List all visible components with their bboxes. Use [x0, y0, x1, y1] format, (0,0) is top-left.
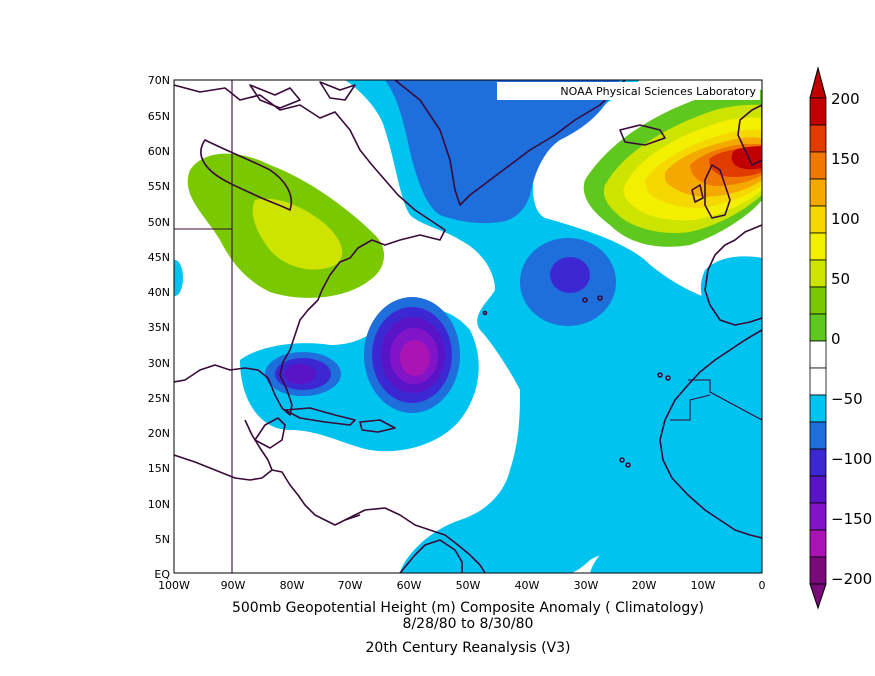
lon-label: 70W	[338, 579, 363, 592]
colorbar-segment	[809, 97, 827, 126]
figure-title: 500mb Geopotential Height (m) Composite …	[232, 600, 704, 656]
colorbar-segment	[809, 151, 827, 180]
colorbar	[809, 66, 827, 610]
colorbar-segment	[809, 394, 827, 423]
title-line-3: 20th Century Reanalysis (V3)	[366, 640, 571, 656]
colorbar-label: 50	[831, 270, 850, 288]
colorbar-segment	[809, 421, 827, 450]
colorbar-segment	[809, 178, 827, 207]
title-line-1: 500mb Geopotential Height (m) Composite …	[232, 600, 704, 616]
lon-label: 100W	[158, 579, 190, 592]
lon-label: 20W	[632, 579, 657, 592]
contour-fields	[174, 80, 762, 573]
lat-label: 20N	[148, 427, 170, 440]
colorbar-segment	[809, 313, 827, 342]
colorbar-label: −150	[831, 510, 872, 528]
colorbar-segment	[809, 340, 827, 369]
lat-label: 50N	[148, 216, 170, 229]
borders	[174, 80, 762, 573]
lon-label: 90W	[221, 579, 246, 592]
lon-label: 60W	[397, 579, 422, 592]
lat-label: 15N	[148, 462, 170, 475]
credit-box	[497, 82, 760, 100]
colorbar-segment	[809, 448, 827, 477]
title-line-2: 8/28/80 to 8/30/80	[403, 616, 534, 632]
lat-label: 45N	[148, 251, 170, 264]
colorbar-segment	[809, 502, 827, 531]
lat-label: EQ	[154, 568, 170, 581]
lat-label: 30N	[148, 357, 170, 370]
lon-label: 10W	[691, 579, 716, 592]
colorbar-label: −200	[831, 570, 872, 588]
lon-label: 80W	[280, 579, 305, 592]
colorbar-segment	[809, 367, 827, 396]
colorbar-label: −50	[831, 390, 863, 408]
colorbar-label: 0	[831, 330, 841, 348]
colorbar-segment	[809, 205, 827, 234]
lat-label: 35N	[148, 321, 170, 334]
colorbar-segment	[809, 475, 827, 504]
colorbar-bottom-arrow	[809, 583, 827, 610]
lat-label: 70N	[148, 74, 170, 87]
colorbar-labels: 200 150 100 50 0 −50 −100 −150 −200	[831, 90, 872, 588]
coastlines	[174, 80, 762, 573]
lat-label: 5N	[155, 533, 170, 546]
lat-label: 55N	[148, 180, 170, 193]
colorbar-segment	[809, 529, 827, 558]
colorbar-segment	[809, 232, 827, 261]
colorbar-label: 100	[831, 210, 860, 228]
lat-label: 40N	[148, 286, 170, 299]
lon-label: 40W	[515, 579, 540, 592]
colorbar-segment	[809, 259, 827, 288]
colorbar-label: −100	[831, 450, 872, 468]
lat-label: 65N	[148, 110, 170, 123]
lon-label: 50W	[456, 579, 481, 592]
lon-label: 0	[759, 579, 766, 592]
lat-label: 10N	[148, 498, 170, 511]
lat-axis: 70N 65N 60N 55N 50N 45N 40N 35N 30N 25N …	[148, 74, 171, 581]
credit-text: NOAA Physical Sciences Laboratory	[560, 85, 756, 98]
colorbar-label: 150	[831, 150, 860, 168]
lat-label: 25N	[148, 392, 170, 405]
colorbar-segment	[809, 556, 827, 585]
lat-label: 60N	[148, 145, 170, 158]
lon-axis: 100W 90W 80W 70W 60W 50W 40W 30W 20W 10W…	[158, 579, 765, 592]
lon-label: 30W	[574, 579, 599, 592]
colorbar-segment	[809, 286, 827, 315]
colorbar-segment	[809, 124, 827, 153]
colorbar-label: 200	[831, 90, 860, 108]
colorbar-top-arrow	[809, 66, 827, 99]
map-frame	[173, 79, 763, 574]
